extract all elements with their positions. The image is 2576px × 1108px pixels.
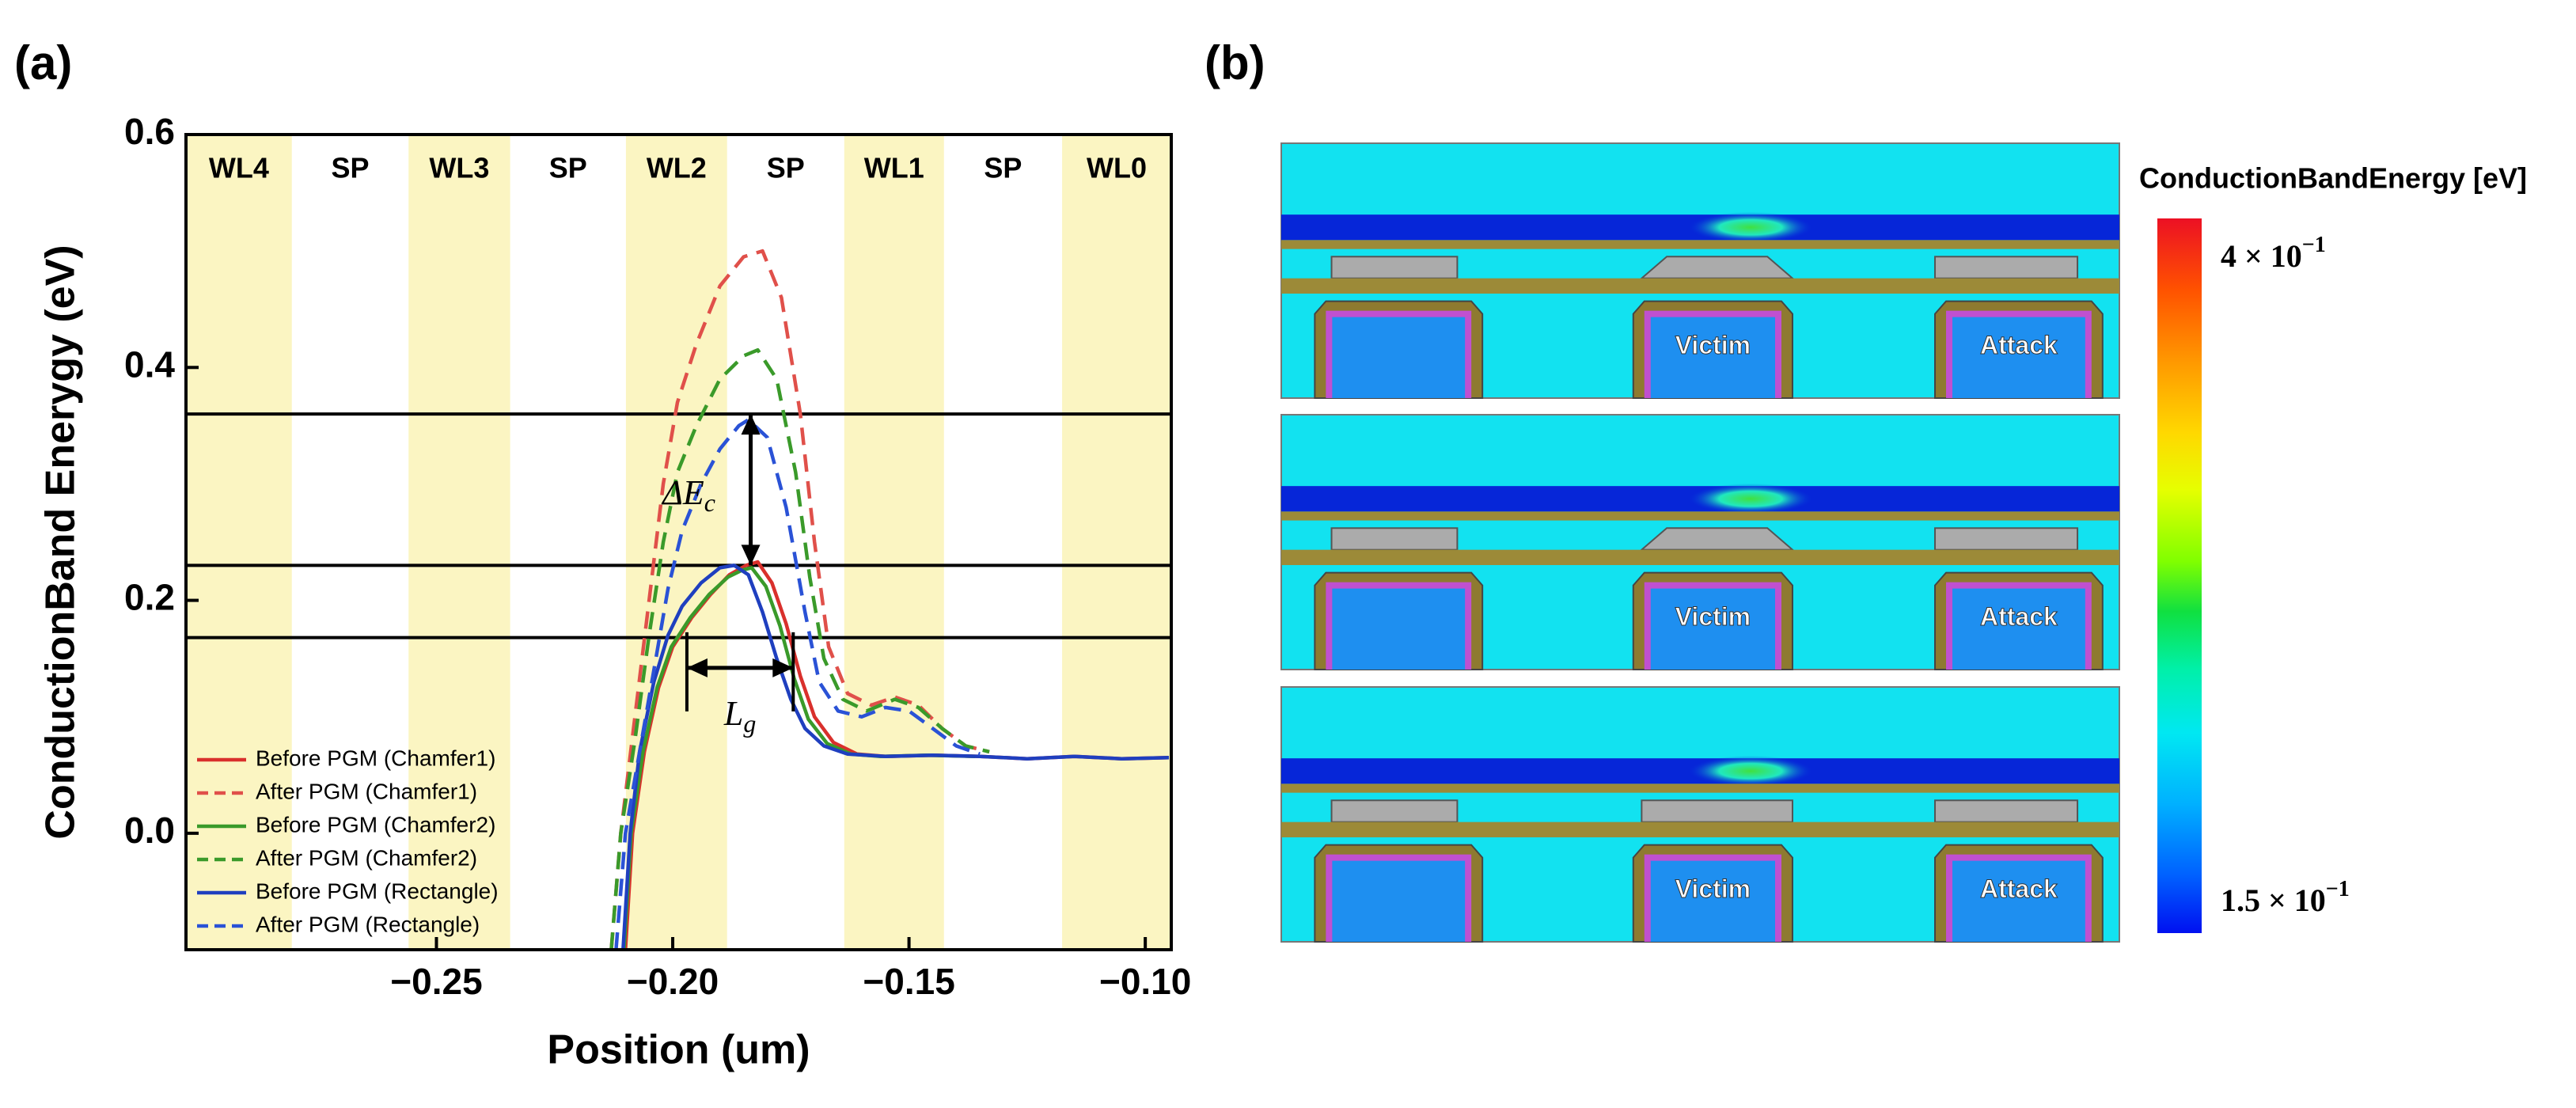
gate-block: [1934, 256, 2079, 279]
gate-block: [1330, 799, 1459, 823]
colorbar-exponent: −1: [2326, 877, 2350, 901]
cell-label: Attack: [1980, 602, 2058, 631]
structure: Victim Attack: [1280, 142, 2120, 399]
cell-core: [1650, 317, 1775, 398]
legend-label: Before PGM (Chamfer1): [256, 746, 495, 770]
x-tick-label: −0.15: [863, 961, 954, 1002]
cell-core: [1952, 588, 2085, 670]
region-band: [186, 135, 292, 950]
y-axis-title: ConductionBand Enerygy (eV): [38, 245, 84, 839]
annotation-sub: g: [743, 709, 756, 738]
region-label: WL4: [209, 152, 269, 184]
region-label: SP: [767, 152, 805, 184]
cell-label: Attack: [1980, 331, 2058, 359]
layer: [1281, 240, 2119, 249]
colorbar-label: 4 × 10−1: [2221, 233, 2326, 274]
cell-core: [1650, 860, 1775, 942]
layer: [1281, 549, 2119, 565]
region-label: WL1: [864, 152, 924, 184]
panel-label: (a): [14, 36, 72, 89]
legend-label: After PGM (Chamfer1): [256, 779, 477, 803]
annotation-sub: c: [704, 488, 715, 517]
layer: [1281, 784, 2119, 793]
y-tick-label: 0.0: [124, 810, 175, 851]
gate-block: [1639, 527, 1795, 551]
region-label: SP: [984, 152, 1022, 184]
series-line: [609, 249, 990, 950]
region-label: WL2: [647, 152, 707, 184]
arrow-head: [741, 414, 761, 435]
legend-label: Before PGM (Chamfer2): [256, 812, 495, 837]
energy-glow: [1687, 755, 1814, 787]
x-axis-title: Position (um): [547, 1027, 810, 1073]
colorbar-mantissa: 1.5 × 10: [2221, 882, 2326, 918]
energy-glow: [1687, 483, 1814, 514]
cell-core: [1332, 588, 1466, 670]
structure: Victim Attack: [1280, 686, 2120, 943]
gate-block: [1934, 527, 2079, 551]
series-line: [621, 563, 1170, 950]
cell-label: Victim: [1675, 602, 1751, 631]
colorbar-title: ConductionBandEnergy [eV]: [2139, 162, 2527, 195]
gate-block: [1641, 799, 1793, 823]
region-band: [844, 135, 944, 950]
x-tick-label: −0.20: [627, 961, 719, 1002]
arrow-head: [741, 545, 761, 566]
cell-core: [1332, 860, 1466, 942]
cell-core: [1952, 860, 2085, 942]
annotation-text: L: [723, 694, 743, 733]
legend-label: After PGM (Chamfer2): [256, 845, 477, 870]
cell-label: Attack: [1980, 875, 2058, 903]
region-band: [1062, 135, 1171, 950]
annotation-text: ΔE: [661, 473, 704, 512]
colorbar-label: 1.5 × 10−1: [2221, 877, 2350, 918]
plot-frame: [184, 133, 1173, 951]
gate-block: [1330, 256, 1459, 279]
region-label: WL3: [429, 152, 489, 184]
region-label: SP: [549, 152, 587, 184]
arrow-head: [686, 658, 708, 677]
cell-core: [1952, 317, 2085, 398]
legend-label: After PGM (Rectangle): [256, 912, 480, 936]
energy-glow: [1687, 211, 1814, 243]
layer: [1281, 278, 2119, 294]
colorbar-mantissa: 4 × 10: [2221, 238, 2302, 274]
region-label: SP: [331, 152, 369, 184]
region-band: [625, 135, 727, 950]
cell-label: Victim: [1675, 875, 1751, 903]
annotation: ΔEc: [661, 473, 715, 517]
gate-block: [1934, 799, 2079, 823]
legend-label: Before PGM (Rectangle): [256, 878, 499, 903]
layer: [1281, 511, 2119, 521]
y-tick-label: 0.4: [124, 343, 175, 385]
colorbar-exponent: −1: [2302, 233, 2326, 257]
cell-label: Victim: [1675, 331, 1751, 359]
annotation: Lg: [723, 694, 756, 738]
plot-area: [186, 135, 1171, 950]
cell-core: [1650, 588, 1775, 670]
series-line: [614, 418, 981, 950]
cell-core: [1332, 317, 1466, 398]
x-tick-label: −0.10: [1099, 961, 1191, 1002]
x-tick-label: −0.25: [390, 961, 482, 1002]
y-tick-label: 0.2: [124, 577, 175, 618]
y-tick-label: 0.6: [124, 111, 175, 152]
colorbar: [2157, 218, 2202, 933]
structure: Victim Attack: [1280, 414, 2120, 670]
gate-block: [1639, 256, 1795, 279]
region-label: WL0: [1087, 152, 1147, 184]
arrow-head: [772, 658, 794, 677]
layer: [1281, 822, 2119, 837]
panel-label: (b): [1205, 36, 1265, 89]
region-band: [408, 135, 510, 950]
gate-block: [1330, 527, 1459, 551]
